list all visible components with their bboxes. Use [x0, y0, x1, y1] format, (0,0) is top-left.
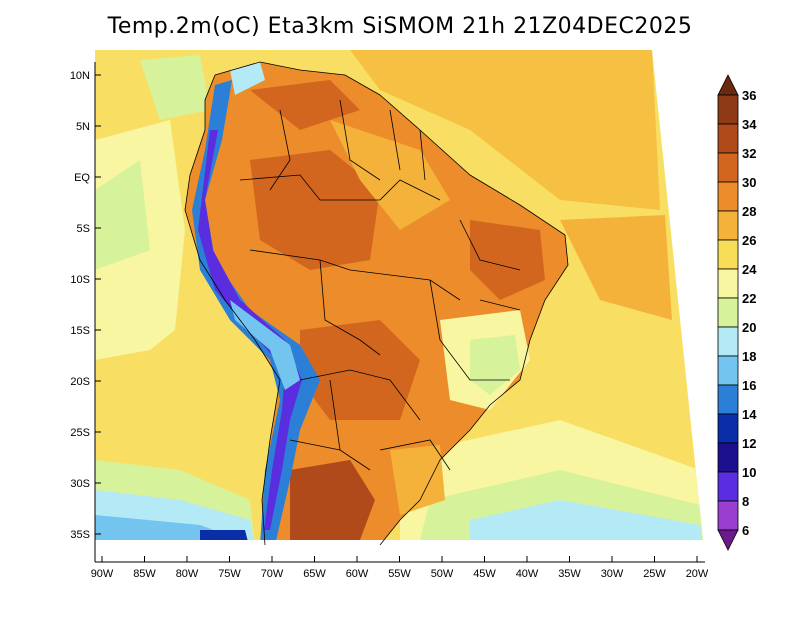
- lon-tick-label: 30W: [601, 568, 624, 580]
- colorbar-label: 16: [742, 378, 756, 393]
- latitude-axis: 10N 5N EQ 5S 10S 15S 20S 25S 30S 35S: [70, 70, 101, 541]
- lon-tick-label: 40W: [516, 568, 539, 580]
- lat-tick-label: EQ: [74, 172, 90, 184]
- lat-tick-label: 15S: [70, 325, 90, 337]
- colorbar-label: 30: [742, 175, 756, 190]
- colorbar-segment: [717, 500, 739, 531]
- colorbar-label: 28: [742, 204, 756, 219]
- colorbar-segment: [717, 413, 739, 444]
- colorbar-label: 6: [742, 523, 749, 538]
- lon-tick-label: 80W: [176, 568, 199, 580]
- lon-tick-label: 85W: [133, 568, 156, 580]
- colorbar-segment: [717, 239, 739, 270]
- lat-tick-label: 5N: [76, 121, 90, 133]
- lat-tick-label: 5S: [77, 223, 90, 235]
- colorbar-segment: [717, 123, 739, 154]
- lat-tick-label: 35S: [70, 529, 90, 541]
- colorbar-segment: [717, 152, 739, 183]
- colorbar-segment: [717, 210, 739, 241]
- lon-tick-label: 20W: [686, 568, 709, 580]
- temperature-field: [95, 50, 703, 540]
- lon-tick-label: 70W: [261, 568, 284, 580]
- colorbar-label: 26: [742, 233, 756, 248]
- temperature-colorbar: 36 34 32 30 28 26 24 22 20 18 16 14 12 10 8 6: [717, 74, 757, 551]
- colorbar-segment: [717, 471, 739, 502]
- lon-tick-label: 65W: [303, 568, 326, 580]
- colorbar-label: 36: [742, 88, 756, 103]
- lon-tick-label: 75W: [218, 568, 241, 580]
- colorbar-min-arrow: [717, 529, 739, 551]
- longitude-axis: 90W 85W 80W 75W 70W 65W 60W 55W 50W 45W 40W 35W 30W 2…: [91, 556, 709, 580]
- colorbar-label: 12: [742, 436, 756, 451]
- colorbar-segment: [717, 268, 739, 299]
- colorbar-label: 14: [742, 407, 757, 422]
- colorbar-label: 22: [742, 291, 756, 306]
- colorbar-max-arrow: [717, 74, 739, 96]
- lon-tick-label: 50W: [431, 568, 454, 580]
- colorbar-segment: [717, 355, 739, 386]
- lon-tick-label: 45W: [473, 568, 496, 580]
- lat-tick-label: 20S: [70, 376, 90, 388]
- colorbar-label: 10: [742, 465, 756, 480]
- colorbar-segment: [717, 297, 739, 328]
- country-borders: [184, 61, 569, 546]
- colorbar-segment: [717, 326, 739, 357]
- colorbar-label: 24: [742, 262, 757, 277]
- colorbar-label: 32: [742, 146, 756, 161]
- lon-tick-label: 60W: [346, 568, 369, 580]
- colorbar-segment: [717, 94, 739, 125]
- lat-tick-label: 10N: [70, 70, 90, 82]
- colorbar-label: 18: [742, 349, 756, 364]
- lon-tick-label: 55W: [388, 568, 411, 580]
- lat-tick-label: 30S: [70, 478, 90, 490]
- map-title: Temp.2m(oC) Eta3km SiSMOM 21h 21Z04DEC20…: [107, 14, 693, 39]
- lat-tick-label: 10S: [70, 274, 90, 286]
- colorbar-label: 34: [742, 117, 757, 132]
- colorbar-label: 20: [742, 320, 756, 335]
- lon-tick-label: 35W: [558, 568, 581, 580]
- colorbar-segment: [717, 384, 739, 415]
- lon-tick-label: 25W: [643, 568, 666, 580]
- lon-tick-label: 90W: [91, 568, 114, 580]
- colorbar-segment: [717, 442, 739, 473]
- colorbar-label: 8: [742, 494, 749, 509]
- colorbar-segment: [717, 181, 739, 212]
- lat-tick-label: 25S: [70, 427, 90, 439]
